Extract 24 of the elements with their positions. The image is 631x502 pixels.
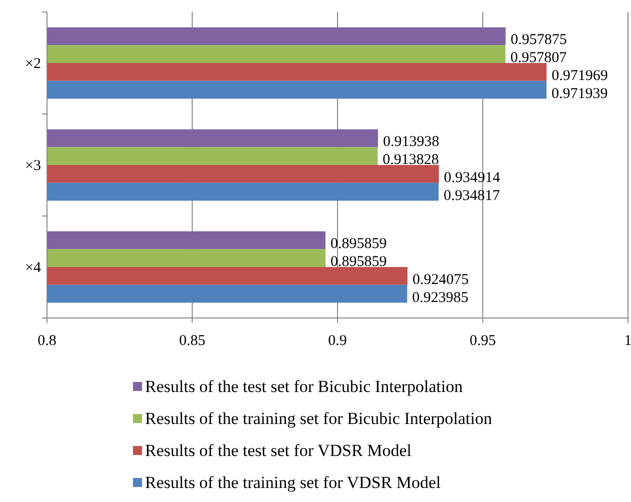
y-tick-label: ×3 [25, 158, 41, 174]
data-label: 0.957875 [510, 32, 567, 48]
legend-label: Results of the test set for VDSR Model [145, 441, 412, 460]
data-label: 0.913828 [382, 152, 439, 168]
y-tick-label: ×4 [25, 260, 42, 276]
x-tick-label: 1 [624, 333, 631, 349]
data-label: 0.957807 [510, 50, 568, 66]
data-label: 0.971939 [551, 86, 608, 102]
data-label: 0.913938 [382, 134, 440, 150]
data-label: 0.895859 [330, 254, 387, 270]
x-tick-label: 0.95 [470, 333, 496, 349]
data-label: 0.923985 [412, 290, 468, 306]
data-label: 0.934914 [444, 170, 501, 186]
legend-label: Results of the test set for Bicubic Interpolation [145, 377, 464, 396]
data-label: 0.971969 [552, 68, 608, 84]
x-tick-label: 0.9 [328, 333, 347, 349]
legend-label: Results of the training set for Bicubic Interpolation [145, 409, 493, 428]
legend-label: Results of the training set for VDSR Model [145, 473, 442, 492]
y-tick-label: ×2 [25, 56, 41, 72]
data-label: 0.895859 [330, 236, 387, 252]
x-tick-label: 0.85 [179, 333, 206, 349]
x-tick-label: 0.8 [38, 333, 56, 349]
data-label: 0.934817 [444, 188, 500, 204]
data-label: 0.924075 [412, 272, 469, 288]
